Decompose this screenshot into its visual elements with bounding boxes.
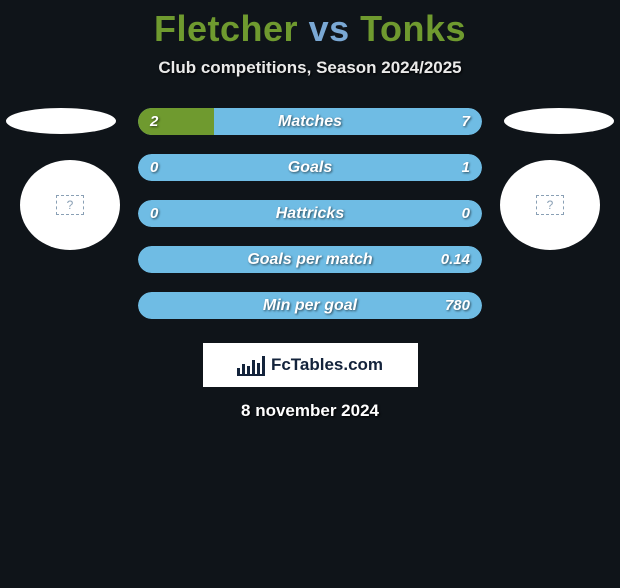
date-text: 8 november 2024 bbox=[0, 401, 620, 421]
player2-name: Tonks bbox=[360, 8, 466, 49]
stat-bars: 27Matches01Goals00Hattricks0.14Goals per… bbox=[138, 108, 482, 319]
stat-row: 01Goals bbox=[138, 154, 482, 181]
placeholder-icon: ? bbox=[56, 195, 84, 215]
stat-row: 27Matches bbox=[138, 108, 482, 135]
player2-badge: ? bbox=[500, 160, 600, 250]
placeholder-icon: ? bbox=[536, 195, 564, 215]
stat-right-value: 0.14 bbox=[441, 246, 470, 273]
subtitle: Club competitions, Season 2024/2025 bbox=[0, 58, 620, 78]
stat-left-value: 0 bbox=[150, 200, 158, 227]
bar-right-fill bbox=[138, 200, 482, 227]
decorative-ellipse-right bbox=[504, 108, 614, 134]
vs-text: vs bbox=[309, 8, 350, 49]
stat-right-value: 780 bbox=[445, 292, 470, 319]
player1-name: Fletcher bbox=[154, 8, 298, 49]
bar-right-fill bbox=[138, 292, 482, 319]
stat-right-value: 0 bbox=[462, 200, 470, 227]
stat-right-value: 7 bbox=[462, 108, 470, 135]
bar-right-fill bbox=[138, 154, 482, 181]
comparison-title: Fletcher vs Tonks bbox=[0, 8, 620, 50]
logo-chart-icon bbox=[237, 354, 265, 376]
stat-row: 780Min per goal bbox=[138, 292, 482, 319]
stat-row: 00Hattricks bbox=[138, 200, 482, 227]
decorative-ellipse-left bbox=[6, 108, 116, 134]
content-area: ? ? 27Matches01Goals00Hattricks0.14Goals… bbox=[0, 108, 620, 421]
bar-right-fill bbox=[138, 246, 482, 273]
stat-right-value: 1 bbox=[462, 154, 470, 181]
stat-left-value: 2 bbox=[150, 108, 158, 135]
stat-row: 0.14Goals per match bbox=[138, 246, 482, 273]
logo-box: FcTables.com bbox=[203, 343, 418, 387]
stat-left-value: 0 bbox=[150, 154, 158, 181]
player1-badge: ? bbox=[20, 160, 120, 250]
logo-text: FcTables.com bbox=[271, 355, 383, 375]
